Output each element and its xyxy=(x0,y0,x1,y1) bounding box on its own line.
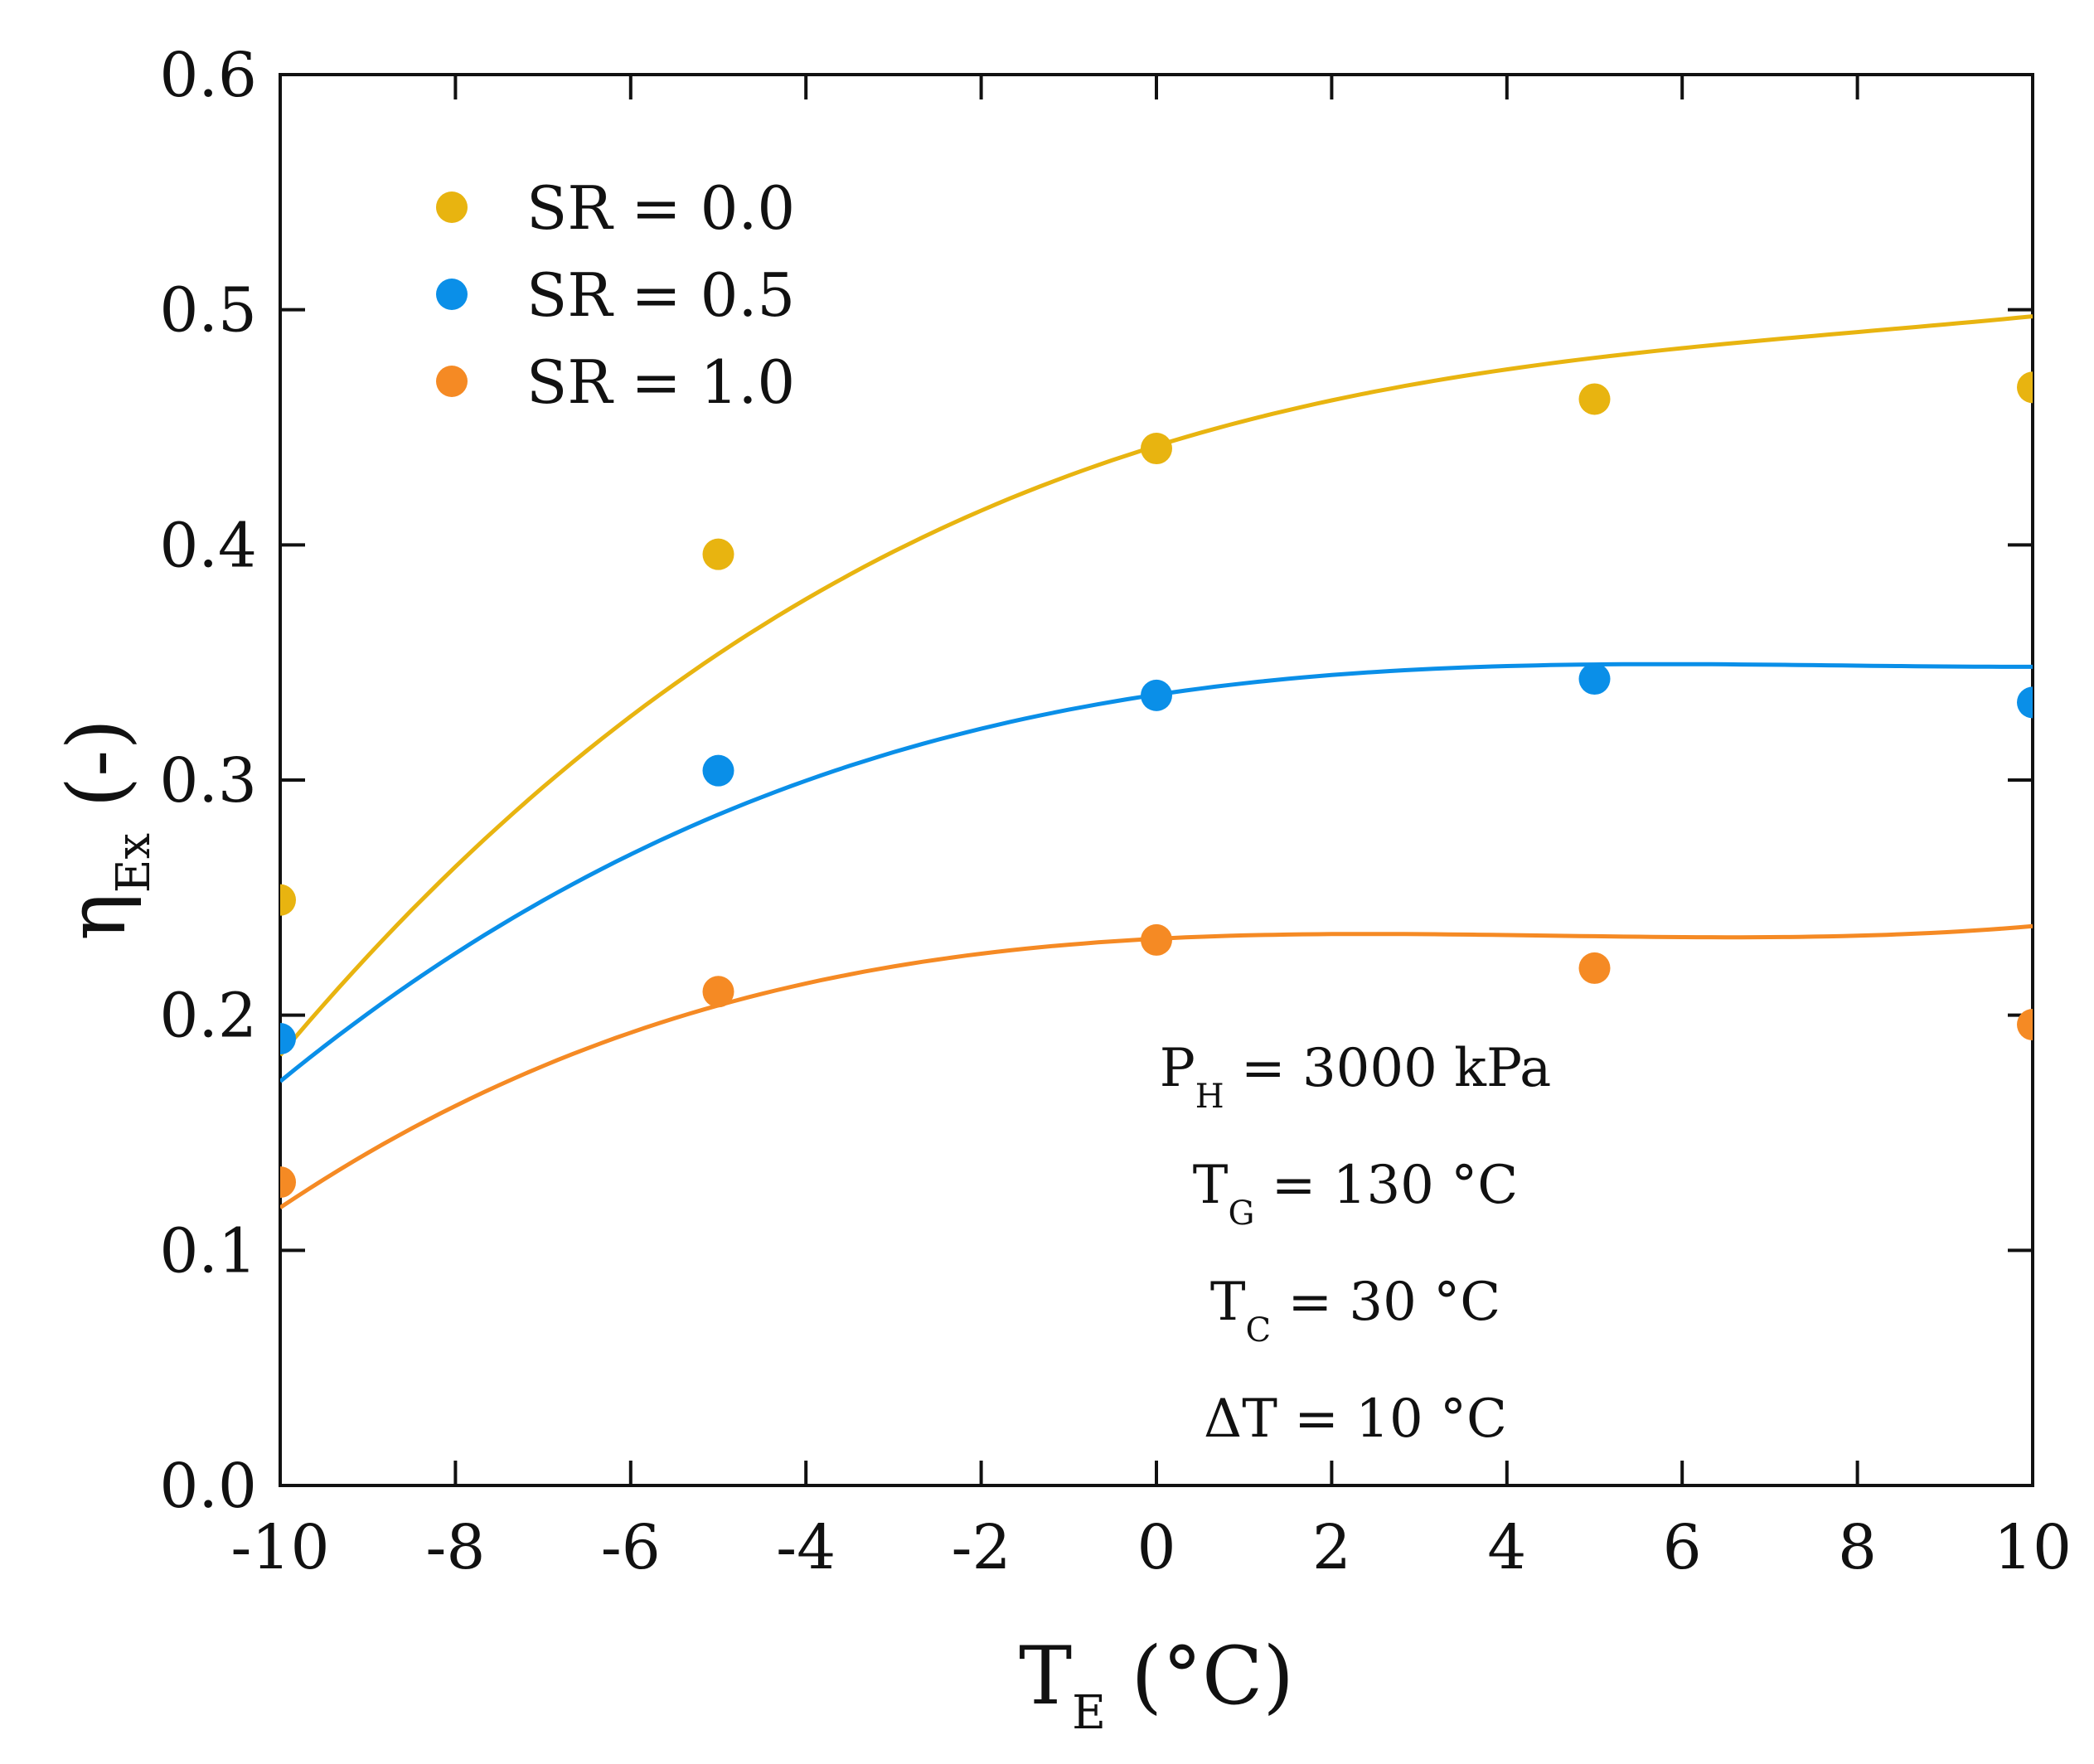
y-tick-label: 0.6 xyxy=(159,40,257,111)
data-layer xyxy=(280,314,2033,1209)
data-point xyxy=(280,1023,296,1055)
data-point xyxy=(280,1166,296,1199)
data-point xyxy=(2017,1009,2033,1041)
data-point xyxy=(1141,923,1172,956)
y-tick-label: 0.0 xyxy=(159,1451,257,1522)
legend-marker xyxy=(436,191,468,223)
legend-marker xyxy=(436,366,468,397)
data-point xyxy=(702,976,734,1008)
legend-label: SR = 0.0 xyxy=(526,173,795,243)
data-point xyxy=(2017,371,2033,404)
x-tick-label: -10 xyxy=(230,1512,329,1583)
x-axis-label: TE (°C) xyxy=(1019,1630,1294,1740)
data-point xyxy=(1578,952,1611,984)
legend-label: SR = 1.0 xyxy=(526,347,795,417)
series-line-2 xyxy=(280,923,2033,1209)
annotation-text: TG = 130 °C xyxy=(1193,1155,1518,1233)
x-tick-label: -2 xyxy=(952,1512,1011,1583)
data-point xyxy=(1141,433,1172,465)
y-tick-label: 0.4 xyxy=(159,510,257,581)
annotation-text: TC = 30 °C xyxy=(1210,1272,1500,1350)
data-point xyxy=(280,884,296,916)
legend-label: SR = 0.5 xyxy=(526,260,795,330)
data-point xyxy=(2017,686,2033,719)
x-tick-label: -8 xyxy=(425,1512,485,1583)
x-tick-label: 4 xyxy=(1487,1512,1526,1583)
legend-marker xyxy=(436,279,468,310)
y-tick-label: 0.1 xyxy=(159,1215,257,1287)
plot-area: -10 -8 -6 -4 -2 0 2 4 6 8 10 0.0 0.1 0.2 0.3 0.4 0.5 0.6 T… xyxy=(51,40,2072,1740)
y-tick-label: 0.5 xyxy=(159,275,257,346)
y-tick-label: 0.2 xyxy=(159,981,257,1052)
y-tick-label: 0.3 xyxy=(159,745,257,817)
annotation-text: PH = 3000 kPa xyxy=(1160,1038,1552,1116)
x-tick-label: -4 xyxy=(776,1512,836,1583)
x-tick-label: 2 xyxy=(1312,1512,1351,1583)
data-point xyxy=(1578,663,1611,695)
x-tick-label: 8 xyxy=(1838,1512,1877,1583)
data-point xyxy=(702,754,734,787)
data-point xyxy=(1141,679,1172,711)
x-tick-label: 10 xyxy=(1994,1512,2072,1583)
x-tick-label: 6 xyxy=(1663,1512,1702,1583)
annotation-text: ΔT = 10 °C xyxy=(1204,1388,1507,1450)
x-tick-label: -6 xyxy=(601,1512,661,1583)
x-tick-label: 0 xyxy=(1137,1512,1175,1583)
y-axis-label: ηEx (-) xyxy=(51,719,161,941)
data-point xyxy=(702,538,734,570)
data-point xyxy=(1578,383,1611,415)
series-line-1 xyxy=(280,662,2033,1083)
